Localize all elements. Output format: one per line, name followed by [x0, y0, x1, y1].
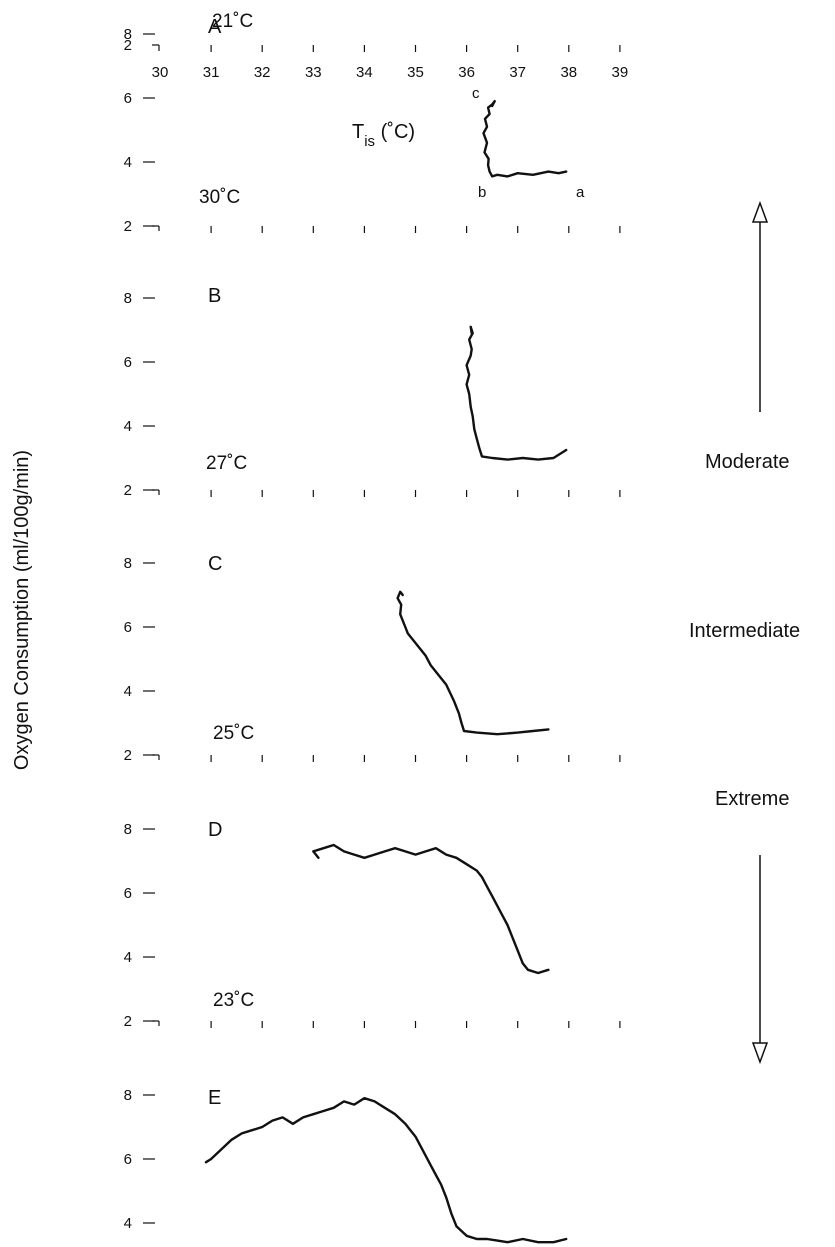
x-tick-label-34: 34	[356, 64, 373, 81]
panel-a: 2 4 6 8 A21˚C	[124, 11, 621, 235]
panel-c: 2 4 6 8 C 27˚C	[124, 453, 621, 764]
panel-letter-c: C	[208, 553, 222, 575]
ambient-temp-b: 30˚C	[199, 187, 240, 208]
point-label-c: c	[472, 85, 480, 102]
label-moderate: Moderate	[705, 451, 790, 473]
decreasing-arrow	[751, 855, 769, 1065]
panel-letter-a: A	[208, 16, 222, 38]
y-tick-label-e-6: 6	[124, 1151, 132, 1168]
x-tick-label-35: 35	[407, 64, 424, 81]
x-tick-label-33: 33	[305, 64, 322, 81]
y-tick-label-e-4: 4	[124, 1215, 132, 1232]
y-tick-label-d-6: 6	[124, 885, 132, 902]
x-axis-label-main: T	[352, 121, 364, 143]
y-tick-label-a-4: 4	[124, 154, 132, 171]
y-tick-label-a-6: 6	[124, 90, 132, 107]
panel-b: 2 4 6 8 B 30˚C	[124, 187, 621, 499]
x-axis-tick-labels: 2 30 31 32 33 34 35 36 37 38 39	[124, 37, 629, 81]
point-label-a: a	[576, 184, 585, 201]
up-arrow-head	[751, 200, 769, 223]
panel-d: 2 4 6 8 D 25˚C	[124, 723, 621, 1030]
label-extreme: Extreme	[715, 788, 789, 810]
y-tick-label-a-2: 2	[124, 218, 132, 235]
y-tick-label-e-8: 8	[124, 1087, 132, 1104]
trace-b-0	[465, 325, 568, 461]
y-tick-label-b-8: 8	[124, 290, 132, 307]
ambient-temp-a: 21˚C	[212, 11, 253, 32]
y-tick-label-c-8: 8	[124, 555, 132, 572]
trace-a-0	[482, 99, 568, 178]
y-axis-label: Oxygen Consumption (ml/100g/min)	[11, 450, 33, 770]
x-tick-label-32: 32	[254, 64, 271, 81]
y-tick-label-a-2: 2	[124, 37, 132, 54]
x-tick-label-39: 39	[612, 64, 629, 81]
x-axis-label-subscript: is	[364, 133, 375, 150]
y-tick-label-a-8: 8	[124, 26, 132, 43]
y-tick-label-d-4: 4	[124, 949, 132, 966]
label-intermediate: Intermediate	[689, 620, 800, 642]
chart-panels: 2 4 6 8 A21˚C 2 4 6 8 B 30˚C 2 4 6 8 C 27˚C 2 4 6 8 D 25˚C 4 6 8 E…	[124, 11, 621, 1244]
x-tick-label-31: 31	[203, 64, 220, 81]
x-tick-label-36: 36	[458, 64, 475, 81]
y-tick-label-c-2: 2	[124, 747, 132, 764]
ambient-temp-e: 23˚C	[213, 990, 254, 1011]
y-tick-label-b-2: 2	[124, 482, 132, 499]
point-label-b: b	[478, 184, 486, 201]
trace-d-0	[312, 843, 550, 975]
x-tick-label-30: 30	[152, 64, 169, 81]
panel-letter-b: B	[208, 285, 221, 307]
trace-c-0	[396, 590, 550, 736]
y-tick-label-d-8: 8	[124, 821, 132, 838]
down-arrow-head	[751, 1042, 769, 1065]
increasing-arrow	[751, 200, 769, 412]
y-tick-label-b-4: 4	[124, 418, 132, 435]
x-axis-label-unit: (˚C)	[375, 121, 415, 143]
ambient-temp-c: 27˚C	[206, 453, 247, 474]
ambient-temp-d: 25˚C	[213, 723, 254, 744]
panel-letter-d: D	[208, 819, 222, 841]
panel-letter-e: E	[208, 1087, 221, 1109]
y-tick-label-c-4: 4	[124, 683, 132, 700]
y-tick-label-d-2: 2	[124, 1013, 132, 1030]
panel-e: 4 6 8 E 23˚C	[124, 990, 568, 1244]
trace-e-0	[204, 1096, 568, 1244]
x-tick-label-38: 38	[560, 64, 577, 81]
x-tick-label-37: 37	[509, 64, 526, 81]
x-axis-label: Tis (˚C)	[352, 121, 415, 150]
y-tick-label-c-6: 6	[124, 619, 132, 636]
y-tick-label-b-6: 6	[124, 354, 132, 371]
